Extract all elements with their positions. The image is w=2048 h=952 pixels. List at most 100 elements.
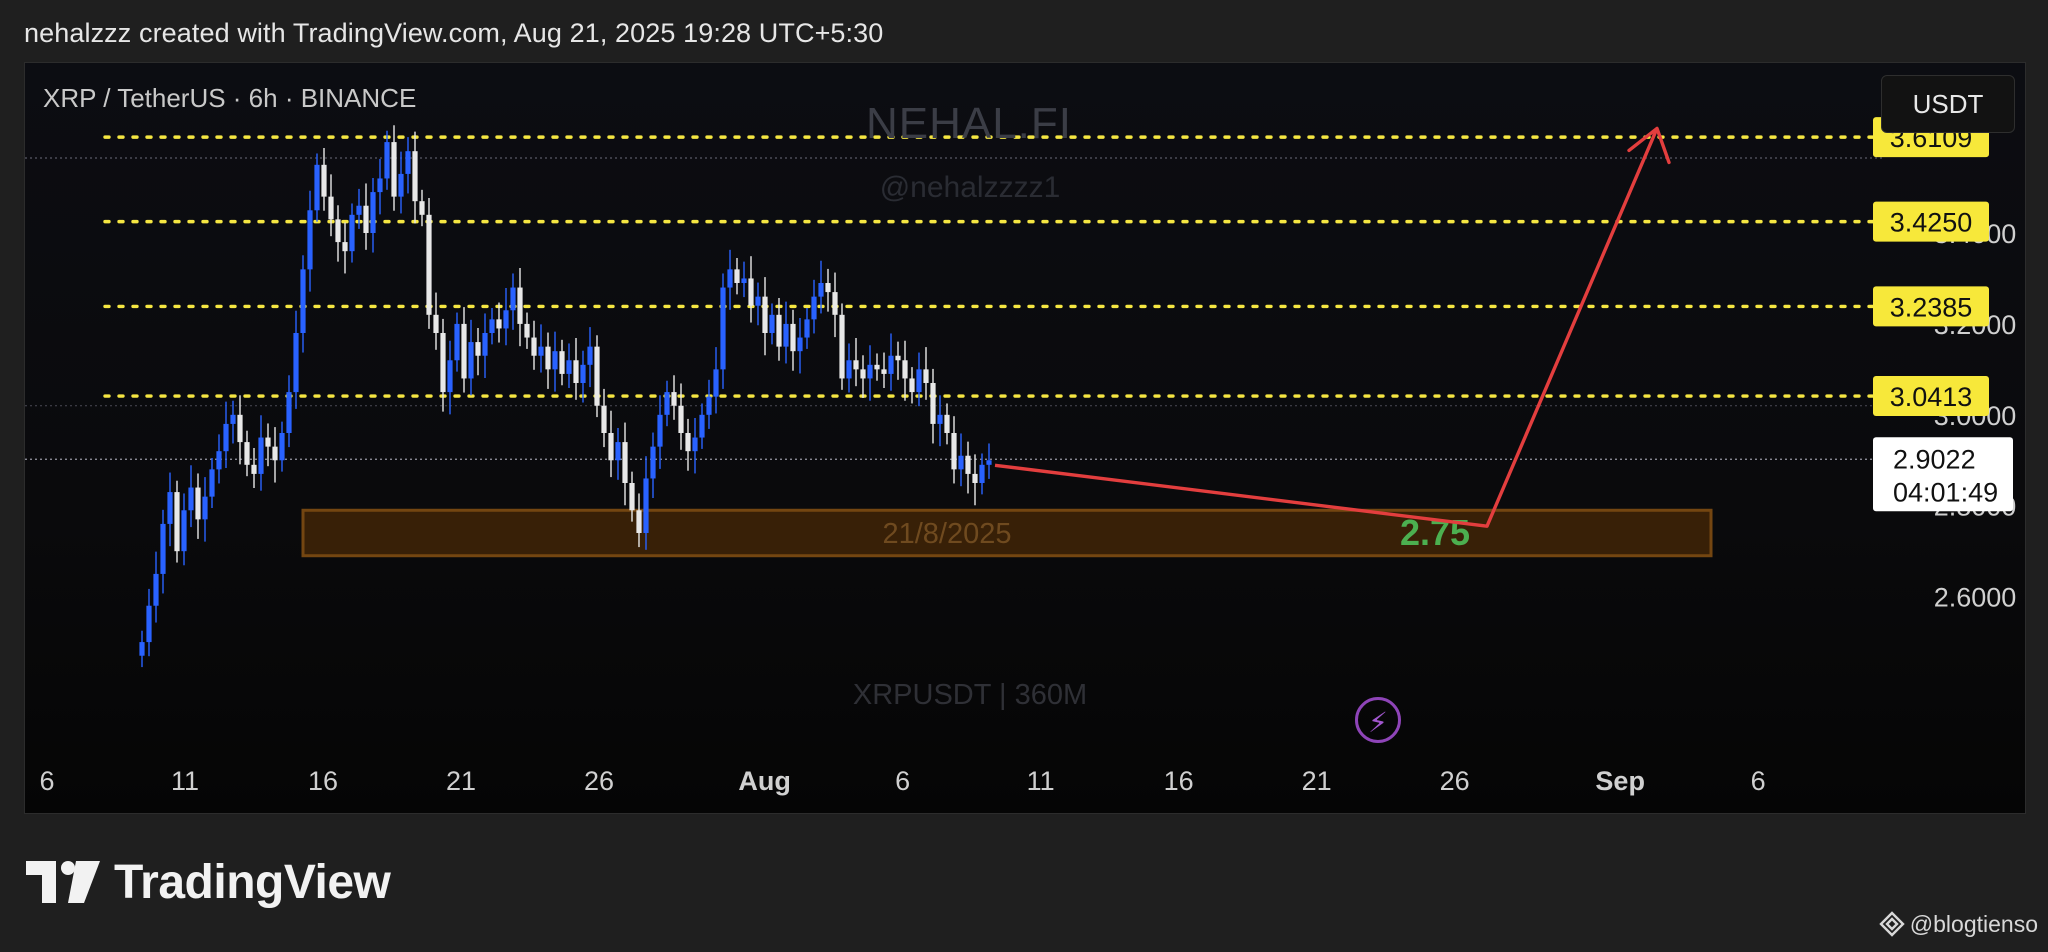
level-lines-layer xyxy=(25,135,1885,460)
level-price-tag xyxy=(1873,376,1989,417)
candle-body xyxy=(258,437,264,474)
candle-body xyxy=(762,296,768,333)
candle-body xyxy=(307,210,313,270)
candle-body xyxy=(440,333,446,393)
candle-body xyxy=(790,323,796,352)
candle-body xyxy=(699,414,705,438)
candle-body xyxy=(503,310,509,329)
candle-body xyxy=(279,433,285,461)
candle-body xyxy=(881,369,887,374)
candle-body xyxy=(678,405,684,433)
candle-body xyxy=(972,473,978,483)
candle-body xyxy=(517,287,523,324)
watermark-handle: @nehalzzzz1 xyxy=(879,171,1061,204)
candle-body xyxy=(755,296,761,306)
candle-body xyxy=(769,314,775,333)
candle-body xyxy=(902,360,908,379)
candle-body xyxy=(321,164,327,197)
candle-body xyxy=(643,478,649,533)
candle-body xyxy=(328,196,334,220)
current-price-countdown: 04:01:49 xyxy=(1893,477,1998,507)
level-price-label: 3.4250 xyxy=(1890,208,1973,238)
candle-body xyxy=(979,464,985,483)
candle-body xyxy=(531,337,537,356)
x-tick-label: 26 xyxy=(584,766,614,796)
candle-body xyxy=(447,360,453,393)
level-price-label: 3.0413 xyxy=(1890,382,1973,412)
chart-caption: nehalzzz created with TradingView.com, A… xyxy=(24,18,884,48)
candle-body xyxy=(608,433,614,461)
candle-body xyxy=(552,351,558,370)
candle-body xyxy=(650,446,656,479)
candle-body xyxy=(909,378,915,393)
lightning-icon[interactable]: ⚡ xyxy=(1355,697,1401,743)
candle-body xyxy=(727,269,733,288)
candle-body xyxy=(461,323,467,379)
candle-body xyxy=(391,142,397,197)
candle-body xyxy=(223,423,229,452)
candle-body xyxy=(986,460,992,465)
currency-button[interactable]: USDT xyxy=(1881,75,2015,133)
candle-body xyxy=(587,346,593,365)
x-tick-label: 16 xyxy=(1164,766,1194,796)
x-tick-label: 21 xyxy=(1302,766,1332,796)
candle-body xyxy=(888,355,894,374)
candle-body xyxy=(139,642,145,656)
candle-body xyxy=(370,192,376,233)
x-tick-label: 11 xyxy=(171,766,199,796)
candle-body xyxy=(951,433,957,470)
candle-body xyxy=(230,414,236,424)
tradingview-wordmark: TradingView xyxy=(114,855,391,909)
candle-body xyxy=(734,269,740,283)
candle-body xyxy=(335,219,341,243)
candle-body xyxy=(482,333,488,356)
candle-body xyxy=(433,314,439,333)
tradingview-logo: TradingView xyxy=(26,855,391,909)
candle-body xyxy=(300,269,306,333)
candle-body xyxy=(706,396,712,415)
candle-body xyxy=(636,510,642,533)
candle-body xyxy=(419,201,425,215)
candle-body xyxy=(363,205,369,233)
candle-body xyxy=(468,342,474,379)
symbol-title[interactable]: XRP / TetherUS · 6h · BINANCE xyxy=(43,83,417,113)
candle-body xyxy=(923,369,929,383)
candle-body xyxy=(251,464,257,474)
credit-handle: @blogtienso xyxy=(1909,910,2038,937)
candle-body xyxy=(629,483,635,511)
candle-body xyxy=(839,314,845,379)
candle-body xyxy=(293,333,299,393)
candle-body xyxy=(601,405,607,433)
candle-body xyxy=(853,360,859,370)
candle-body xyxy=(377,178,383,193)
candle-body xyxy=(384,142,390,179)
labels-layer: 2.60002.80003.00003.20003.40003.61093.42… xyxy=(39,117,2016,796)
candle-body xyxy=(783,323,789,347)
watermark-pair: XRPUSDT | 360M xyxy=(852,679,1088,711)
candle-body xyxy=(965,455,971,474)
candles-layer xyxy=(139,125,992,668)
candle-body xyxy=(811,296,817,320)
current-price-tag xyxy=(1873,437,2013,512)
candle-body xyxy=(272,446,278,461)
y-tick-label: 2.6000 xyxy=(1934,583,2017,613)
candle-body xyxy=(412,151,418,202)
candle-body xyxy=(538,346,544,356)
watermark-brand: NEHAL.FI xyxy=(865,99,1073,148)
candle-body xyxy=(720,287,726,370)
candle-body xyxy=(580,364,586,383)
candle-body xyxy=(916,369,922,393)
level-price-label: 3.2385 xyxy=(1890,292,1973,322)
candle-body xyxy=(545,346,551,370)
support-zone xyxy=(301,508,1713,558)
candle-body xyxy=(566,360,572,374)
candle-body xyxy=(454,323,460,361)
x-tick-label: 6 xyxy=(39,766,54,796)
candle-body xyxy=(342,242,348,252)
x-tick-label: 6 xyxy=(1751,766,1766,796)
candle-body xyxy=(356,205,362,215)
candle-body xyxy=(244,442,250,465)
candle-body xyxy=(181,510,187,552)
